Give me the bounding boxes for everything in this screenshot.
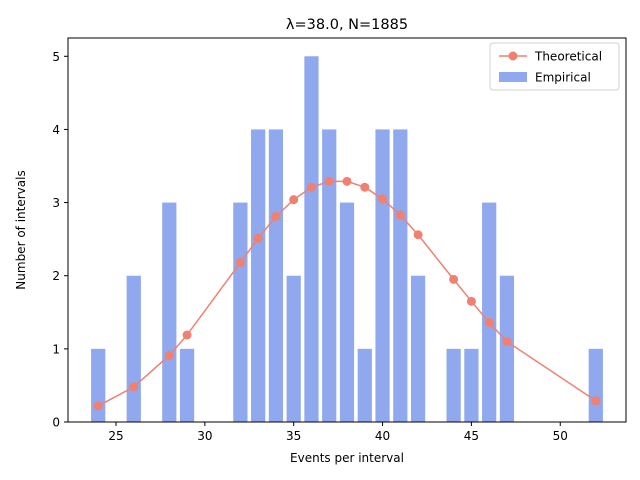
y-tick-label: 0 bbox=[52, 416, 60, 430]
y-tick-label: 5 bbox=[52, 50, 60, 64]
empirical-bar bbox=[268, 129, 284, 422]
y-tick-label: 1 bbox=[52, 342, 60, 356]
theoretical-line bbox=[97, 180, 597, 407]
theoretical-point bbox=[129, 382, 139, 392]
legend-empirical-label: Empirical bbox=[535, 71, 591, 85]
chart-title: λ=38.0, N=1885 bbox=[286, 17, 408, 33]
empirical-bar bbox=[126, 275, 141, 422]
theoretical-point bbox=[182, 330, 192, 340]
x-tick-label: 25 bbox=[108, 429, 123, 443]
x-tick-label: 50 bbox=[553, 429, 568, 443]
axes-frame bbox=[67, 37, 627, 423]
theoretical-point bbox=[235, 258, 245, 268]
theoretical-point bbox=[324, 176, 334, 186]
theoretical-point bbox=[591, 396, 601, 406]
empirical-bar bbox=[464, 348, 479, 422]
theoretical-point bbox=[466, 296, 476, 306]
empirical-bar bbox=[233, 202, 248, 422]
y-axis-label: Number of intervals bbox=[14, 170, 28, 289]
empirical-bar bbox=[179, 348, 195, 422]
bars-group bbox=[91, 56, 603, 423]
y-tick-label: 2 bbox=[52, 269, 60, 283]
empirical-bar bbox=[357, 348, 372, 422]
theoretical-point bbox=[378, 194, 388, 204]
legend-theoretical-label: Theoretical bbox=[534, 50, 602, 64]
theoretical-point bbox=[502, 337, 512, 347]
theoretical-point bbox=[93, 401, 103, 411]
theoretical-point bbox=[271, 211, 281, 221]
y-tick-label: 4 bbox=[52, 123, 60, 137]
theoretical-point bbox=[413, 230, 423, 240]
y-ticks: 0 1 2 3 4 5 bbox=[52, 50, 68, 430]
empirical-bar bbox=[499, 275, 515, 422]
empirical-bar bbox=[393, 129, 408, 422]
theoretical-point bbox=[360, 182, 370, 192]
empirical-bar bbox=[286, 275, 301, 422]
theoretical-point bbox=[484, 318, 494, 328]
theoretical-point bbox=[449, 274, 459, 284]
empirical-bar bbox=[322, 129, 337, 422]
theoretical-line-group bbox=[93, 176, 601, 411]
x-axis-label: Events per interval bbox=[290, 451, 404, 465]
legend: Theoretical Empirical bbox=[489, 42, 620, 91]
empirical-bar bbox=[91, 348, 106, 422]
legend-theoretical-marker bbox=[508, 51, 518, 61]
empirical-bar bbox=[375, 129, 390, 422]
empirical-bar bbox=[588, 348, 603, 422]
theoretical-point bbox=[253, 233, 263, 243]
empirical-bar bbox=[482, 202, 497, 422]
x-tick-label: 40 bbox=[375, 429, 390, 443]
empirical-bar bbox=[162, 202, 177, 422]
empirical-bar bbox=[251, 129, 266, 422]
empirical-bar bbox=[446, 348, 461, 422]
theoretical-point bbox=[342, 176, 352, 186]
theoretical-point bbox=[289, 195, 299, 205]
x-tick-label: 30 bbox=[197, 429, 212, 443]
empirical-bar bbox=[304, 56, 319, 423]
x-tick-label: 35 bbox=[286, 429, 301, 443]
theoretical-point bbox=[395, 210, 405, 220]
theoretical-point bbox=[164, 350, 174, 360]
legend-empirical-patch bbox=[499, 72, 527, 82]
empirical-bar bbox=[410, 275, 426, 422]
x-tick-label: 45 bbox=[464, 429, 479, 443]
x-ticks: 25 30 35 40 45 50 bbox=[108, 422, 568, 443]
empirical-bar bbox=[339, 202, 355, 422]
y-tick-label: 3 bbox=[52, 196, 60, 210]
theoretical-point bbox=[306, 182, 316, 192]
